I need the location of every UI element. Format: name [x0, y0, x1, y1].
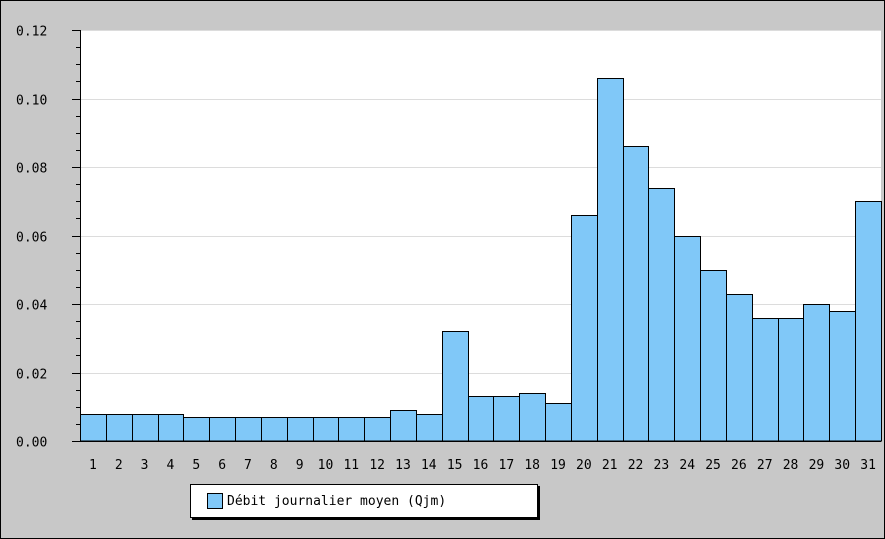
bar-day-26: [726, 294, 753, 442]
x-tick-label: 12: [369, 458, 385, 473]
x-tick-label: 5: [192, 458, 200, 473]
x-tick-label: 1: [89, 458, 97, 473]
bar-day-3: [132, 414, 159, 442]
x-tick-label: 15: [447, 458, 463, 473]
x-tick-label: 28: [783, 458, 799, 473]
legend-swatch: [207, 493, 223, 509]
x-tick-label: 16: [473, 458, 489, 473]
bar-day-25: [700, 270, 727, 442]
bar-day-28: [778, 318, 804, 442]
y-tick-label: 0.06: [16, 231, 47, 246]
bar-day-22: [623, 146, 649, 442]
bar-day-5: [183, 417, 210, 442]
bar-day-8: [261, 417, 288, 442]
y-tick-label: 0.00: [16, 436, 47, 451]
x-tick-label: 6: [218, 458, 226, 473]
x-tick-label: 4: [167, 458, 175, 473]
bar-day-21: [597, 78, 624, 442]
x-tick-label: 24: [679, 458, 695, 473]
x-tick-label: 9: [296, 458, 304, 473]
bar-day-11: [338, 417, 365, 442]
x-tick-label: 25: [705, 458, 721, 473]
bar-day-24: [674, 236, 701, 442]
bar-day-16: [468, 396, 494, 442]
bar-day-31: [855, 201, 882, 442]
x-tick-label: 10: [318, 458, 334, 473]
bar-day-18: [519, 393, 546, 442]
bar-day-20: [571, 215, 598, 442]
x-tick-label: 19: [550, 458, 566, 473]
bar-day-2: [106, 414, 133, 442]
bar-day-17: [493, 396, 520, 442]
x-tick-label: 21: [602, 458, 618, 473]
legend: Débit journalier moyen (Qjm): [190, 484, 538, 518]
x-tick-label: 13: [395, 458, 411, 473]
x-tick-label: 7: [244, 458, 252, 473]
y-tick-label: 0.10: [16, 94, 47, 109]
bar-day-6: [209, 417, 236, 442]
bar-day-4: [158, 414, 184, 442]
y-tick-label: 0.08: [16, 162, 47, 177]
bar-day-30: [829, 311, 856, 442]
bar-day-1: [80, 414, 107, 442]
legend-label: Débit journalier moyen (Qjm): [227, 493, 447, 509]
bar-day-27: [752, 318, 779, 442]
x-tick-label: 2: [115, 458, 123, 473]
bar-day-10: [313, 417, 339, 442]
x-tick-label: 27: [757, 458, 773, 473]
x-tick-label: 11: [343, 458, 359, 473]
bar-day-15: [442, 331, 469, 442]
bar-day-13: [390, 410, 417, 442]
bar-day-12: [364, 417, 391, 442]
x-tick-label: 23: [654, 458, 670, 473]
x-tick-label: 14: [421, 458, 437, 473]
x-tick-label: 8: [270, 458, 278, 473]
x-tick-label: 31: [860, 458, 876, 473]
bar-day-19: [545, 403, 572, 442]
x-tick-label: 29: [809, 458, 825, 473]
bar-day-9: [287, 417, 314, 442]
bar-day-29: [803, 304, 830, 442]
bar-day-7: [235, 417, 262, 442]
y-tick-label: 0.02: [16, 368, 47, 383]
x-tick-label: 30: [834, 458, 850, 473]
bar-day-23: [648, 188, 675, 442]
y-tick-label: 0.04: [16, 299, 47, 314]
y-tick-label: 0.12: [16, 25, 47, 40]
x-tick-label: 17: [499, 458, 515, 473]
x-tick-label: 3: [141, 458, 149, 473]
x-tick-label: 18: [524, 458, 540, 473]
x-tick-label: 20: [576, 458, 592, 473]
x-tick-label: 22: [628, 458, 644, 473]
bar-day-14: [416, 414, 443, 442]
x-tick-label: 26: [731, 458, 747, 473]
